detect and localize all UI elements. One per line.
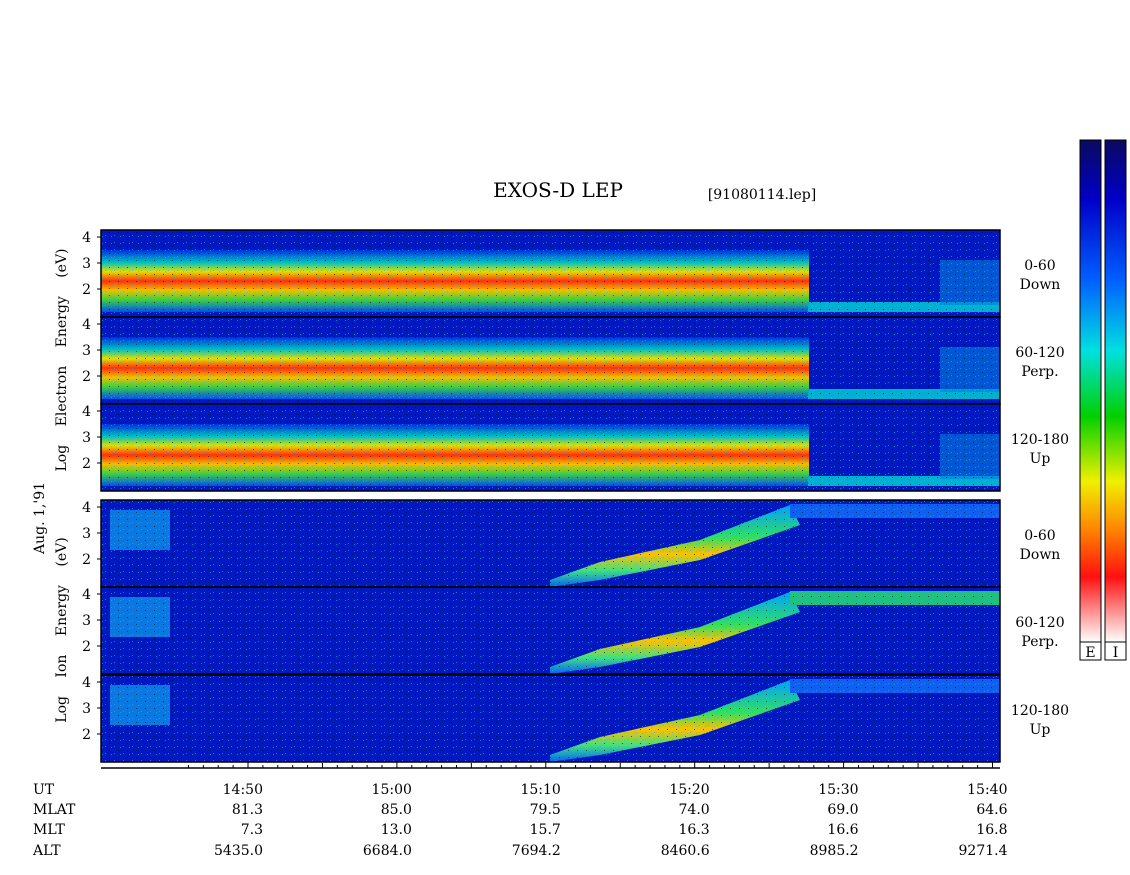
colorbar-e [1079, 139, 1102, 643]
y-tick-label: 3 [82, 613, 91, 629]
panel-frame [100, 674, 1001, 763]
pitch-angle: 60-120 [1015, 345, 1064, 361]
y-tick-label: 2 [82, 282, 91, 298]
y-tick-label: 4 [82, 675, 91, 691]
orbit-value: 13.0 [381, 822, 412, 838]
direction: Down [1020, 277, 1061, 293]
orbit-value: 8985.2 [810, 843, 859, 859]
y-tick-label: 2 [82, 727, 91, 743]
orbit-value: 5435.0 [214, 843, 263, 859]
orbit-row-label: ALT [32, 843, 61, 859]
y-tick-label: 3 [82, 343, 91, 359]
pitch-angle: 0-60 [1024, 528, 1055, 544]
noise [101, 675, 1000, 762]
colorbar-label: E [1085, 645, 1095, 661]
orbit-value: 8460.6 [661, 843, 710, 859]
pitch-angle: 0-60 [1024, 258, 1055, 274]
colorbar-label-box [1104, 641, 1127, 661]
direction: Up [1030, 451, 1051, 467]
pitch-angle: 60-120 [1015, 615, 1064, 631]
y-tick-label: 3 [82, 526, 91, 542]
orbit-value: 15:20 [669, 782, 709, 798]
y-tick-label: 3 [82, 430, 91, 446]
colorbar-label-box [1079, 641, 1102, 661]
orbit-value: 74.0 [679, 802, 710, 818]
orbit-value: 16.6 [827, 822, 858, 838]
y-tick-label: 4 [82, 587, 91, 603]
pitch-angle: 120-180 [1011, 432, 1069, 448]
noise [101, 404, 1000, 491]
noise [101, 587, 1000, 674]
colorbar-label: I [1113, 645, 1119, 661]
noise [101, 230, 1000, 317]
orbit-value: 85.0 [381, 802, 412, 818]
title: EXOS-D LEP [493, 178, 623, 202]
orbit-value: 79.5 [530, 802, 561, 818]
direction: Perp. [1021, 364, 1058, 380]
file-name: [91080114.lep] [708, 187, 816, 203]
orbit-value: 64.6 [976, 802, 1007, 818]
orbit-value: 7.3 [241, 822, 263, 838]
y-tick-label: 4 [82, 230, 91, 246]
y-tick-label: 2 [82, 456, 91, 472]
y-tick-label: 4 [82, 500, 91, 516]
direction: Down [1020, 547, 1061, 563]
orbit-row-label: UT [33, 782, 55, 798]
ion-axis-label: Log Ion Energy (eV) [54, 537, 70, 722]
y-tick-label: 2 [82, 369, 91, 385]
direction: Up [1030, 722, 1051, 738]
panel-frame [100, 586, 1001, 675]
noise [101, 317, 1000, 404]
y-tick-label: 3 [82, 256, 91, 272]
spectrograms [100, 229, 1001, 763]
y-tick-label: 4 [82, 317, 91, 333]
orbit-value: 81.3 [232, 802, 263, 818]
orbit-value: 7694.2 [512, 843, 561, 859]
orbit-value: 15:30 [818, 782, 858, 798]
y-tick-label: 2 [82, 639, 91, 655]
orbit-row-label: MLT [33, 822, 65, 838]
panel-frame [100, 403, 1001, 492]
y-tick-label: 3 [82, 701, 91, 717]
orbit-value: 15.7 [530, 822, 561, 838]
direction: Perp. [1021, 634, 1058, 650]
orbit-value: 69.0 [827, 802, 858, 818]
orbit-value: 14:50 [223, 782, 263, 798]
colorbar-i [1104, 139, 1127, 643]
noise [101, 500, 1000, 587]
orbit-value: 9271.4 [959, 843, 1008, 859]
orbit-value: 15:40 [967, 782, 1007, 798]
orbit-value: 15:00 [372, 782, 412, 798]
orbit-value: 16.3 [679, 822, 710, 838]
orbit-value: 16.8 [976, 822, 1007, 838]
electron-axis-label: Log Electron Energy (eV) [54, 248, 70, 471]
orbit-value: 15:10 [520, 782, 560, 798]
date-label: Aug. 1,'91 [32, 482, 48, 555]
pitch-angle: 120-180 [1011, 703, 1069, 719]
y-tick-label: 4 [82, 404, 91, 420]
orbit-value: 6684.0 [363, 843, 412, 859]
orbit-row-label: MLAT [33, 802, 76, 818]
y-tick-label: 2 [82, 552, 91, 568]
